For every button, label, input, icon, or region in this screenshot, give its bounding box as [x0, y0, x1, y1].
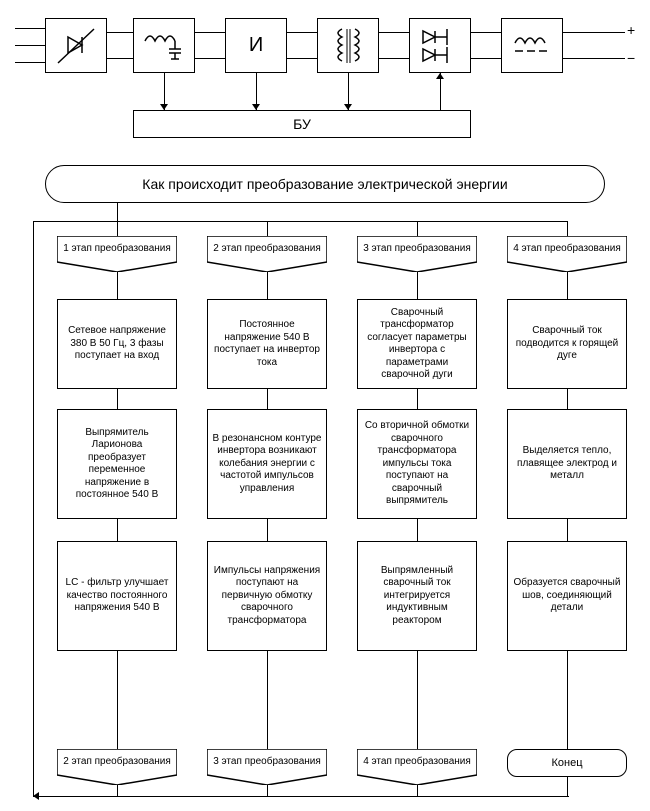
flowchart: 1 этап преобразования 2 этап преобразова…	[15, 221, 635, 801]
stage-3-bot: 4 этап преобразования	[357, 749, 477, 785]
output-line-minus	[563, 58, 625, 59]
stage-2-top-label: 2 этап преобразования	[207, 236, 327, 262]
end-label: Конец	[551, 757, 582, 769]
stage-2-bot: 3 этап преобразования	[207, 749, 327, 785]
stage-2-top: 2 этап преобразования	[207, 236, 327, 272]
stage-3-bot-label: 4 этап преобразования	[357, 749, 477, 775]
ctrl-arr-2	[252, 104, 260, 110]
input-line-2	[15, 45, 45, 46]
c1-b1: Сетевое напряжение 380 В 50 Гц, 3 фазы п…	[57, 299, 177, 389]
conn-3a	[287, 32, 317, 33]
conn-1a	[107, 32, 133, 33]
stage-1-bot: 2 этап преобразования	[57, 749, 177, 785]
stage-1-top-label: 1 этап преобразования	[57, 236, 177, 262]
stage-2-bot-label: 3 этап преобразования	[207, 749, 327, 775]
frame-bottom	[33, 796, 569, 797]
ctrl-arr-3	[344, 104, 352, 110]
conn-1b	[107, 58, 133, 59]
block-out-rectifier	[409, 18, 471, 73]
block-inverter: И	[225, 18, 287, 73]
block-reactor	[501, 18, 563, 73]
conn-2a	[195, 32, 225, 33]
rectifier-icon	[56, 27, 96, 65]
c4-b2: Выделяется тепло, плавящее электрод и ме…	[507, 409, 627, 519]
block-lc-filter	[133, 18, 195, 73]
c4-b3: Образуется сварочный шов, соединяющий де…	[507, 541, 627, 651]
output-line-plus	[563, 32, 625, 33]
stage-1-bot-label: 2 этап преобразования	[57, 749, 177, 775]
c1-b2: Выпрямитель Ларионова преобразует переме…	[57, 409, 177, 519]
stage-3-top: 3 этап преобразования	[357, 236, 477, 272]
transformer-icon	[328, 25, 368, 67]
conn-4b	[379, 58, 409, 59]
conn-5a	[471, 32, 501, 33]
conn-5b	[471, 58, 501, 59]
c4-b1: Сварочный ток подводится к горящей дуге	[507, 299, 627, 389]
input-line-1	[15, 28, 45, 29]
inverter-label: И	[249, 34, 263, 57]
flow-title-text: Как происходит преобразование электричес…	[142, 176, 507, 192]
stage-top-rail	[117, 221, 567, 222]
frame-top	[33, 221, 117, 222]
input-line-3	[15, 62, 45, 63]
c1-b3: LC - фильтр улучшает качество постоянног…	[57, 541, 177, 651]
block-transformer	[317, 18, 379, 73]
flow-title: Как происходит преобразование электричес…	[45, 165, 605, 203]
bu-label: БУ	[293, 116, 311, 132]
out-rectifier-icon	[417, 25, 463, 67]
conn-4a	[379, 32, 409, 33]
c3-b1: Сварочный трансформатор согласует параме…	[357, 299, 477, 389]
c3-b3: Выпрямленный сварочный ток интегрируется…	[357, 541, 477, 651]
c2-b2: В резонансном контуре инвертора возникаю…	[207, 409, 327, 519]
ctrl-arr-1	[160, 104, 168, 110]
c3-b2: Со вторичной обмотки сварочного трансфор…	[357, 409, 477, 519]
stage-4-top: 4 этап преобразования	[507, 236, 627, 272]
c2-b3: Импульсы напряжения поступают на первичн…	[207, 541, 327, 651]
stage-1-top: 1 этап преобразования	[57, 236, 177, 272]
lc-filter-icon	[141, 27, 187, 65]
conn-3b	[287, 58, 317, 59]
minus-label: −	[627, 50, 635, 66]
plus-label: +	[627, 22, 635, 38]
conn-2b	[195, 58, 225, 59]
reactor-icon	[509, 31, 555, 61]
ctrl-arr-4	[436, 73, 444, 79]
stage-3-top-label: 3 этап преобразования	[357, 236, 477, 262]
frame-left	[33, 221, 34, 796]
frame-arrow	[33, 792, 39, 800]
c2-b1: Постоянное напряжение 540 В поступает на…	[207, 299, 327, 389]
fb4	[567, 777, 568, 796]
end-box: Конец	[507, 749, 627, 777]
bu-block: БУ	[133, 110, 471, 138]
stage-4-top-label: 4 этап преобразования	[507, 236, 627, 262]
block-rectifier	[45, 18, 107, 73]
circuit-diagram: + − И	[15, 10, 635, 150]
